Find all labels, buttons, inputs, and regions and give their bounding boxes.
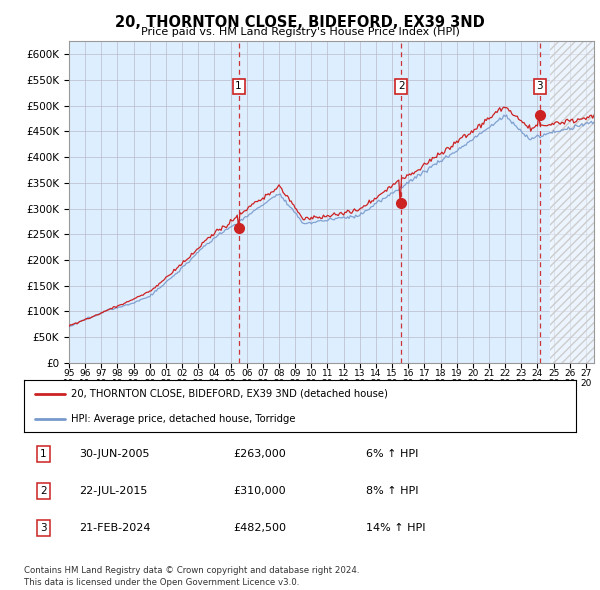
Text: 22-JUL-2015: 22-JUL-2015: [79, 486, 148, 496]
Text: 3: 3: [536, 81, 543, 91]
Text: £263,000: £263,000: [234, 450, 287, 460]
Text: 14% ↑ HPI: 14% ↑ HPI: [366, 523, 426, 533]
Text: 6% ↑ HPI: 6% ↑ HPI: [366, 450, 419, 460]
Text: £482,500: £482,500: [234, 523, 287, 533]
Text: 20, THORNTON CLOSE, BIDEFORD, EX39 3ND (detached house): 20, THORNTON CLOSE, BIDEFORD, EX39 3ND (…: [71, 389, 388, 399]
Text: 2: 2: [40, 486, 47, 496]
Text: 3: 3: [40, 523, 47, 533]
Text: 2: 2: [398, 81, 404, 91]
Text: 30-JUN-2005: 30-JUN-2005: [79, 450, 150, 460]
Text: HPI: Average price, detached house, Torridge: HPI: Average price, detached house, Torr…: [71, 414, 295, 424]
Text: 20, THORNTON CLOSE, BIDEFORD, EX39 3ND: 20, THORNTON CLOSE, BIDEFORD, EX39 3ND: [115, 15, 485, 30]
Text: 1: 1: [235, 81, 242, 91]
Text: £310,000: £310,000: [234, 486, 286, 496]
Text: 1: 1: [40, 450, 47, 460]
Text: 8% ↑ HPI: 8% ↑ HPI: [366, 486, 419, 496]
Text: 21-FEB-2024: 21-FEB-2024: [79, 523, 151, 533]
Text: Contains HM Land Registry data © Crown copyright and database right 2024.
This d: Contains HM Land Registry data © Crown c…: [24, 566, 359, 587]
Text: Price paid vs. HM Land Registry's House Price Index (HPI): Price paid vs. HM Land Registry's House …: [140, 27, 460, 37]
